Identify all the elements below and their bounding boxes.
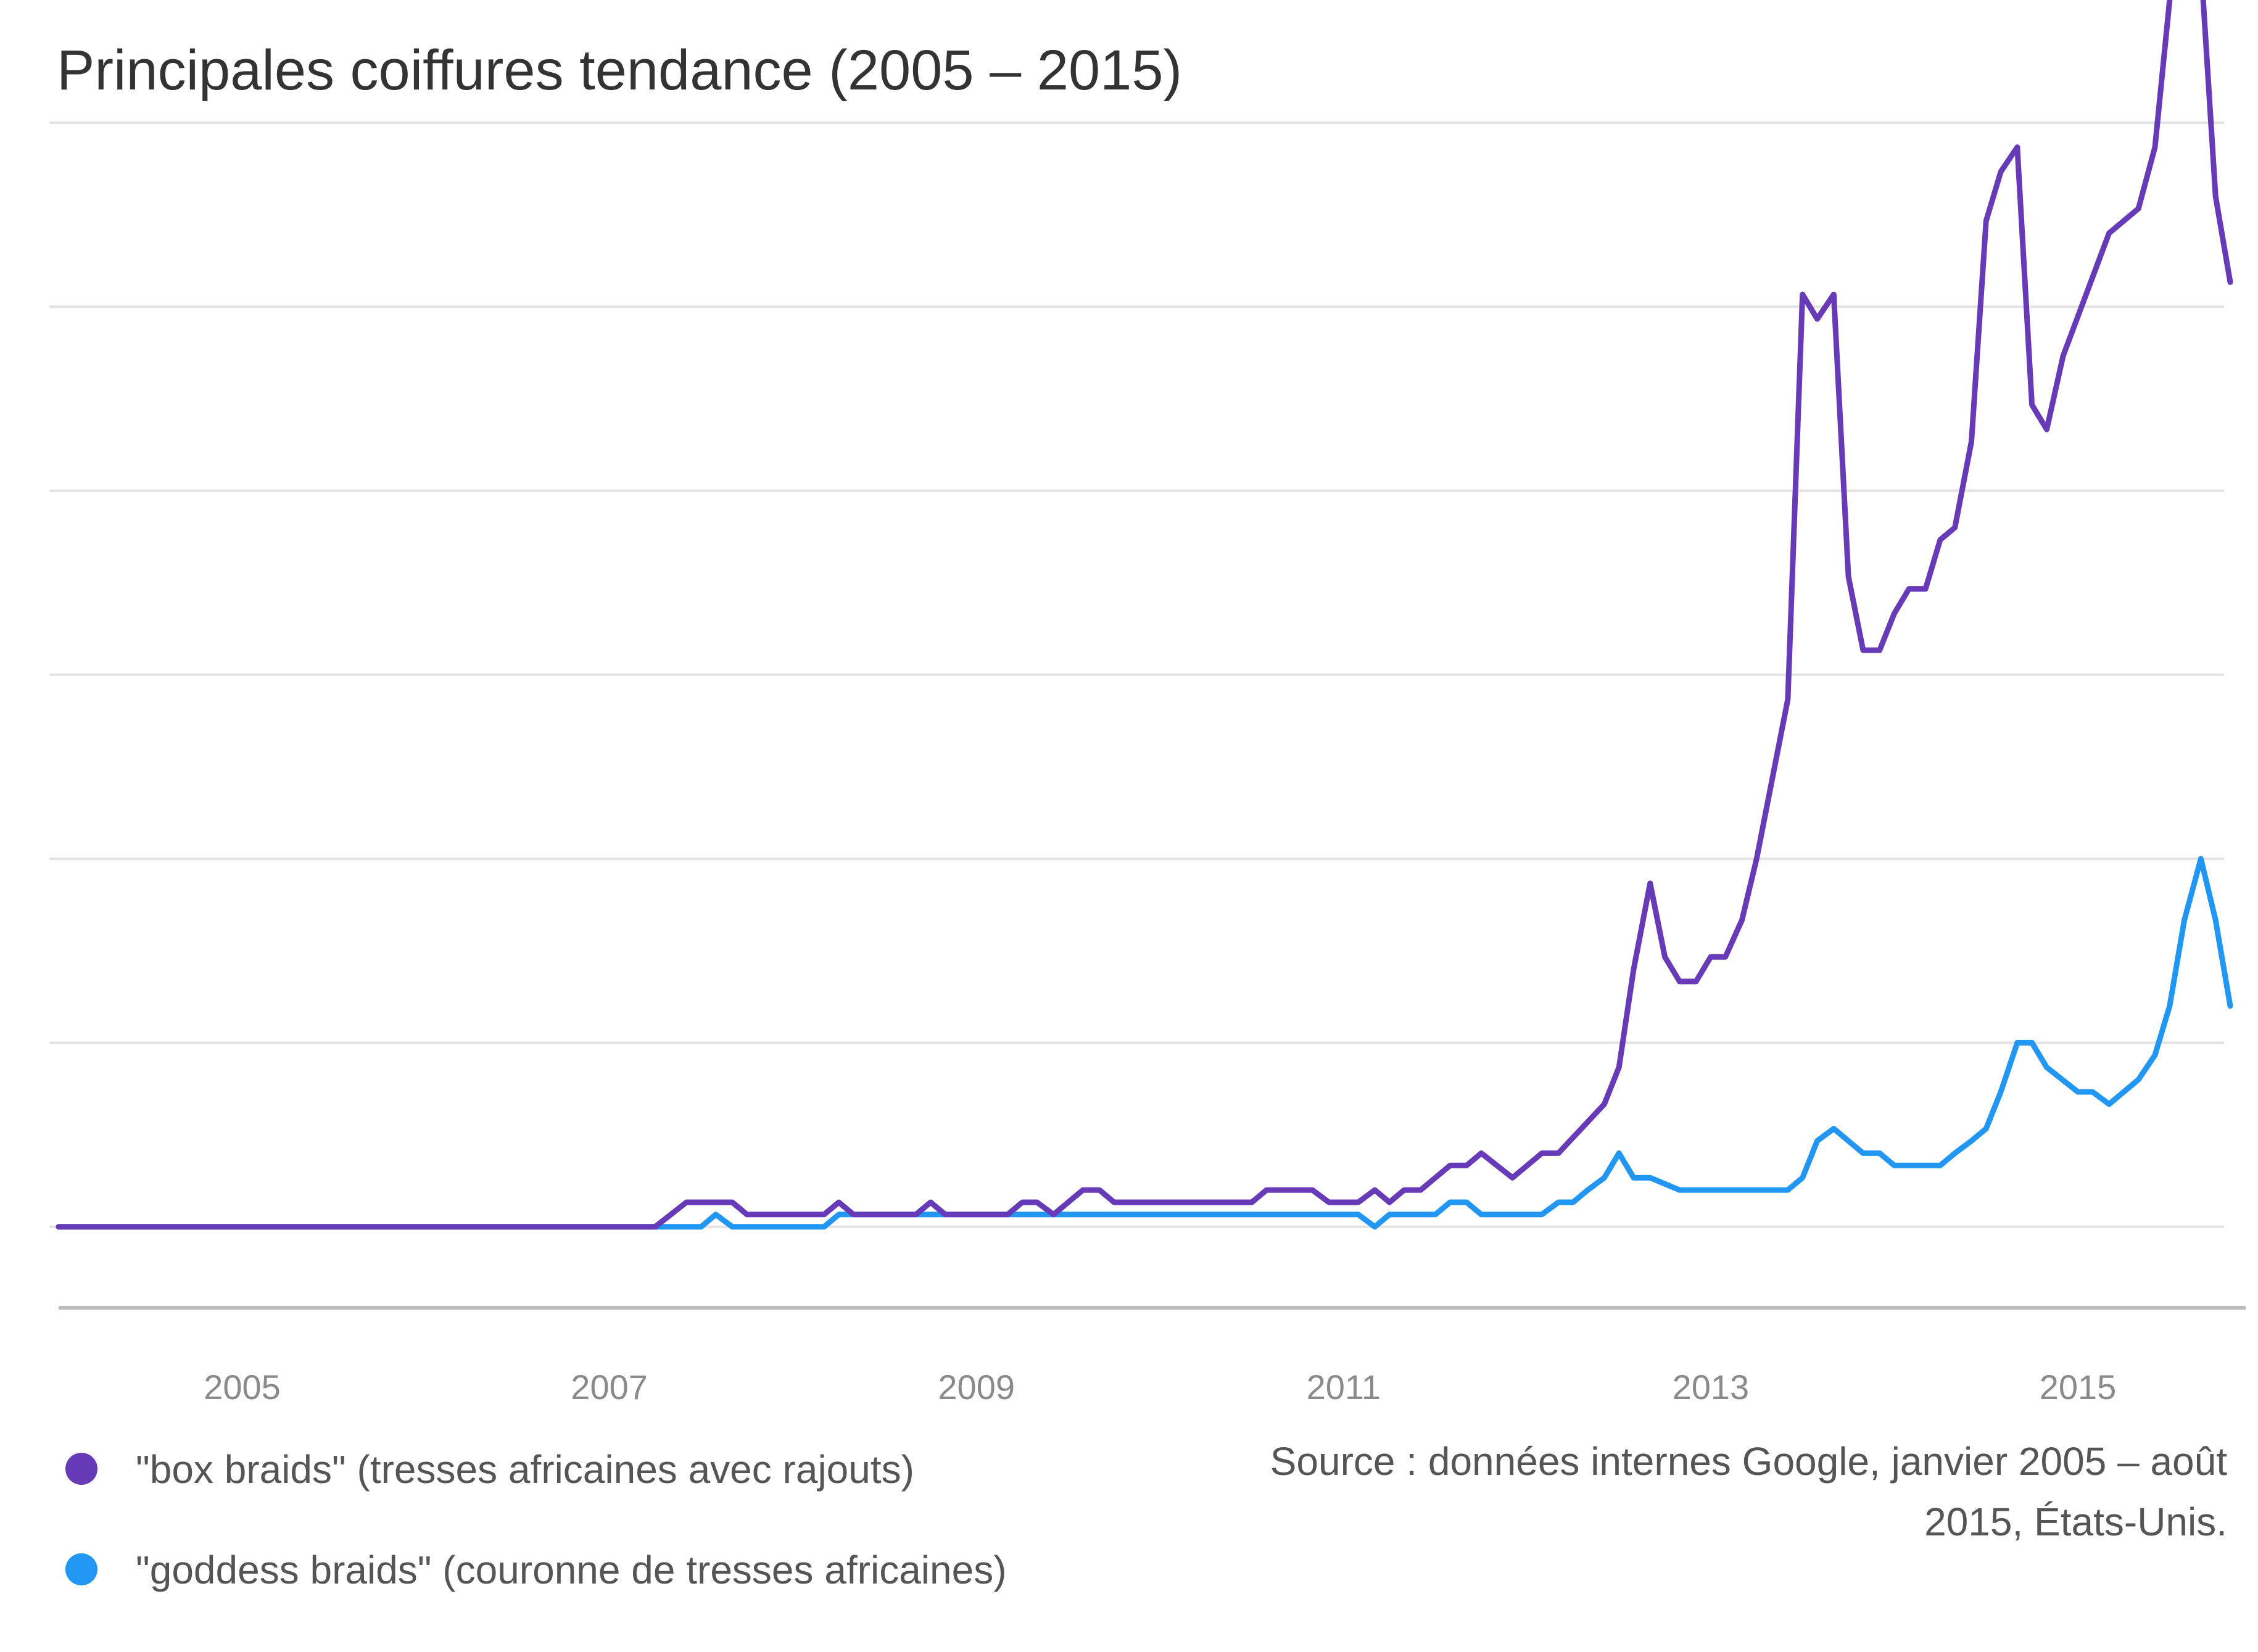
legend-swatch-goddess-braids xyxy=(65,1553,97,1586)
legend-label-box-braids: "box braids" (tresses africaines avec ra… xyxy=(136,1447,914,1492)
source-note: Source : données internes Google, janvie… xyxy=(1270,1439,2227,1544)
x-tick-label-2009: 2009 xyxy=(938,1368,1015,1406)
x-tick-label-2007: 2007 xyxy=(571,1368,648,1406)
x-tick-label-2015: 2015 xyxy=(2040,1368,2117,1406)
x-tick-label-2013: 2013 xyxy=(1673,1368,1750,1406)
legend-item-goddess-braids: "goddess braids" (couronne de tresses af… xyxy=(65,1547,1007,1593)
legend-label-goddess-braids: "goddess braids" (couronne de tresses af… xyxy=(136,1548,1007,1592)
series-line-goddess-braids xyxy=(56,856,2233,1230)
x-tick-label-2005: 2005 xyxy=(204,1368,281,1406)
series-line-box-braids xyxy=(56,0,2233,1230)
series-lines xyxy=(56,0,2233,1230)
chart-title: Principales coiffures tendance (2005 – 2… xyxy=(57,39,1183,102)
gridlines xyxy=(49,121,2224,1228)
legend-swatch-box-braids xyxy=(65,1453,97,1485)
x-axis: 2005 2007 2009 2011 2013 2015 xyxy=(59,1306,2246,1406)
legend-item-box-braids: "box braids" (tresses africaines avec ra… xyxy=(65,1447,914,1492)
x-tick-label-2011: 2011 xyxy=(1307,1368,1381,1406)
